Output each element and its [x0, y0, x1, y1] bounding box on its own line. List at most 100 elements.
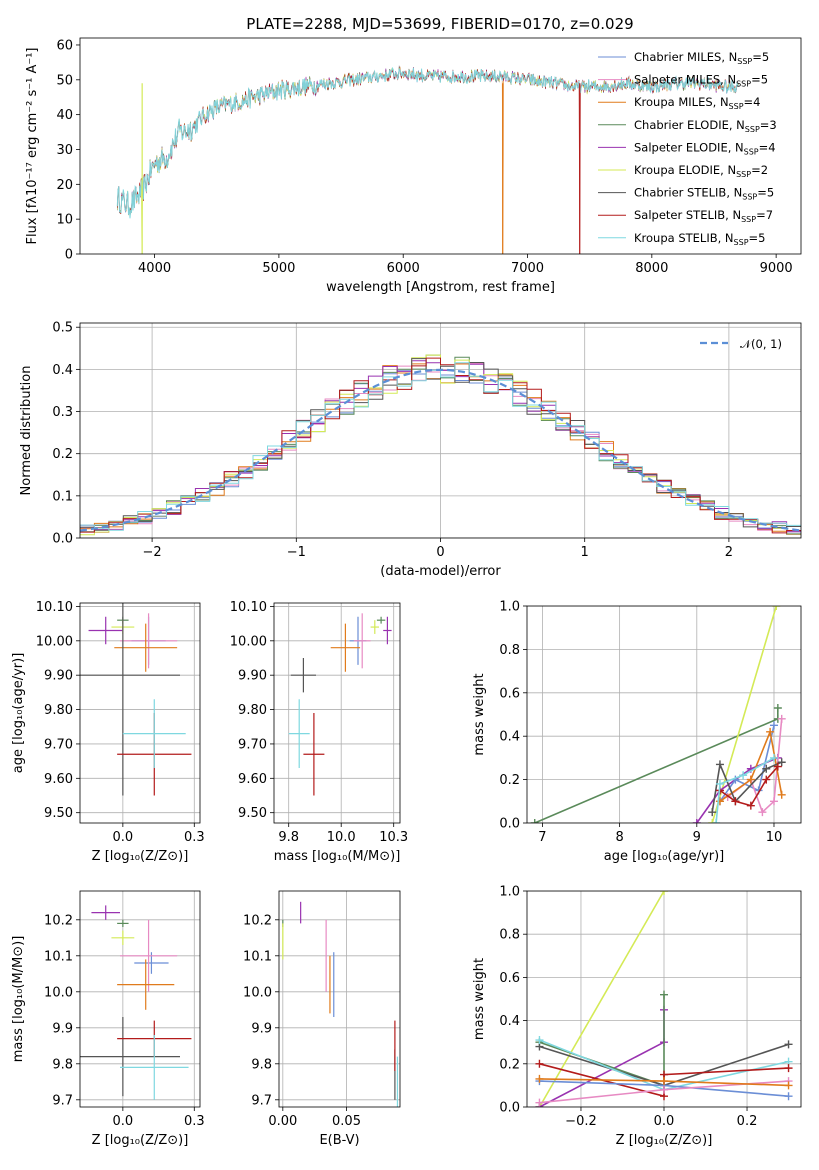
- y-tick-label: 60: [56, 38, 73, 53]
- weight-marker: [766, 727, 775, 736]
- weight-marker: [530, 819, 539, 823]
- weight-marker: [708, 808, 717, 817]
- y-tick-label: 0.6: [499, 686, 520, 701]
- axes-frame: [79, 602, 201, 824]
- x-tick-label: 0.0: [654, 1114, 675, 1129]
- y-tick-label: 9.9: [52, 1021, 73, 1036]
- y-axis-label: mass weight: [472, 958, 487, 1040]
- axes-frame: [79, 37, 802, 255]
- legend-name: Salpeter ELODIE, N: [634, 140, 744, 154]
- x-tick-label: 8: [615, 830, 623, 845]
- y-tick-label: 0.4: [52, 363, 73, 378]
- legend-name: Chabrier ELODIE, N: [634, 118, 745, 132]
- x-tick-label: 0.3: [184, 830, 205, 845]
- x-axis-label: (data-model)/error: [380, 564, 501, 579]
- y-tick-label: 0.6: [499, 971, 520, 986]
- x-axis-label: age [log₁₀(age/yr)]: [604, 849, 725, 864]
- legend-sub: SSP: [736, 170, 751, 179]
- y-tick-label: 0.3: [52, 405, 73, 420]
- plot-area-mass-vs-EBV: [279, 891, 400, 1107]
- axes-frame: [79, 322, 802, 539]
- weight-marker: [660, 1077, 668, 1086]
- spectrum-line: [116, 66, 740, 219]
- gaussian-curve: [80, 368, 801, 532]
- axes-frame: [278, 890, 401, 1108]
- y-tick-label: 1.0: [499, 885, 520, 900]
- weight-marker: [784, 1040, 793, 1049]
- y-tick-label: 10.1: [243, 949, 272, 964]
- weight-marker: [777, 758, 786, 767]
- weight-marker: [762, 764, 771, 773]
- weight-marker: [746, 801, 755, 810]
- y-tick-label: 9.50: [44, 806, 73, 821]
- y-tick-label: 9.50: [238, 806, 267, 821]
- legend-suffix: =5: [752, 50, 769, 64]
- y-tick-label: 10.0: [243, 985, 272, 1000]
- axes-frame: [526, 605, 802, 824]
- legend-suffix: =5: [751, 73, 768, 87]
- histogram: [80, 357, 801, 534]
- panel-weight-vs-age: 7 8 9 10 0.0 0.2 0.4 0.6 0.8 1.0 age [log₁₀(age/yr…: [472, 600, 802, 864]
- axes-frame: [526, 890, 802, 1108]
- x-tick-label: 10.0: [327, 830, 356, 845]
- y-tick-label: 10.10: [36, 600, 73, 615]
- x-axis-label: Z [log₁₀(Z/Z⊙)]: [92, 849, 189, 864]
- weight-marker: [712, 819, 721, 823]
- y-tick-label: 10.1: [44, 949, 73, 964]
- legend-sub: SSP: [736, 80, 751, 89]
- weight-marker: [769, 753, 778, 762]
- y-axis-label: Flux [fλ10⁻¹⁷ erg cm⁻² s⁻¹ A⁻¹]: [25, 48, 40, 245]
- y-tick-label: 0.0: [499, 1101, 520, 1116]
- x-axis-label: Z [log₁₀(Z/Z⊙)]: [92, 1133, 189, 1148]
- y-tick-label: 50: [56, 73, 73, 88]
- weight-marker: [769, 721, 778, 730]
- y-tick-label: 10: [56, 213, 73, 228]
- panel-age-vs-Z: 0.0 0.3 9.50 9.60 9.70 9.80 9.90 10.00 10.10 Z [l…: [11, 600, 205, 864]
- y-tick-label: 0.1: [52, 489, 73, 504]
- x-tick-label: 0.0: [113, 1114, 134, 1129]
- plot-area-mass-vs-Z: [80, 891, 200, 1107]
- x-tick-label: 8000: [635, 261, 668, 276]
- y-tick-label: 9.7: [251, 1093, 272, 1108]
- plot-area-weight-vs-Z: [527, 891, 801, 1107]
- legend-name: Kroupa STELIB, N: [634, 231, 734, 245]
- panel-spectrum: 4000 5000 6000 7000 8000 9000 0 10 20 30 40 50 60 wav…: [25, 37, 802, 295]
- legend-name: Chabrier STELIB, N: [634, 186, 742, 200]
- legend-entry: Chabrier MILES, NSSP=5: [634, 50, 769, 66]
- x-tick-label: 9.8: [278, 830, 299, 845]
- x-axis-label: E(B-V): [319, 1133, 359, 1148]
- legend-name: Kroupa MILES, N: [634, 95, 729, 109]
- axes-weight-vs-Z: −0.2 0.0 0.2 0.0 0.2 0.4 0.6 0.8 1.0: [499, 885, 757, 1130]
- y-axis-label: Normed distribution: [19, 366, 34, 496]
- y-axis-label: mass [log₁₀(M/M⊙)]: [11, 936, 26, 1063]
- x-tick-label: 7: [538, 830, 546, 845]
- y-tick-label: 0.4: [499, 1014, 520, 1029]
- y-tick-label: 0.2: [52, 447, 73, 462]
- legend-suffix: =7: [756, 208, 773, 222]
- y-tick-label: 9.90: [44, 669, 73, 684]
- legend-name: Kroupa ELODIE, N: [634, 163, 736, 177]
- weight-marker: [535, 1074, 544, 1083]
- weight-marker: [660, 891, 668, 895]
- y-axis-label: age [log₁₀(age/yr)]: [11, 653, 26, 774]
- x-tick-label: 5000: [262, 261, 295, 276]
- plot-area-spectrum: [116, 65, 740, 254]
- legend-sub: SSP: [734, 238, 749, 247]
- y-tick-label: 10.2: [243, 913, 272, 928]
- weight-line: [538, 891, 665, 1107]
- legend-entry: Chabrier ELODIE, NSSP=3: [634, 118, 777, 134]
- x-tick-label: 0.0: [113, 830, 134, 845]
- plot-area-residuals: [80, 323, 801, 538]
- x-tick-label: 0.05: [332, 1114, 361, 1129]
- legend-suffix: =4: [744, 95, 761, 109]
- x-tick-label: 2: [725, 545, 733, 560]
- x-tick-label: 9: [693, 830, 701, 845]
- x-tick-label: 6000: [387, 261, 420, 276]
- weight-marker: [731, 797, 740, 806]
- y-tick-label: 9.80: [238, 703, 267, 718]
- y-tick-label: 9.8: [52, 1057, 73, 1072]
- y-tick-label: 9.9: [251, 1021, 272, 1036]
- weight-marker: [739, 771, 748, 780]
- axes-frame: [273, 602, 401, 824]
